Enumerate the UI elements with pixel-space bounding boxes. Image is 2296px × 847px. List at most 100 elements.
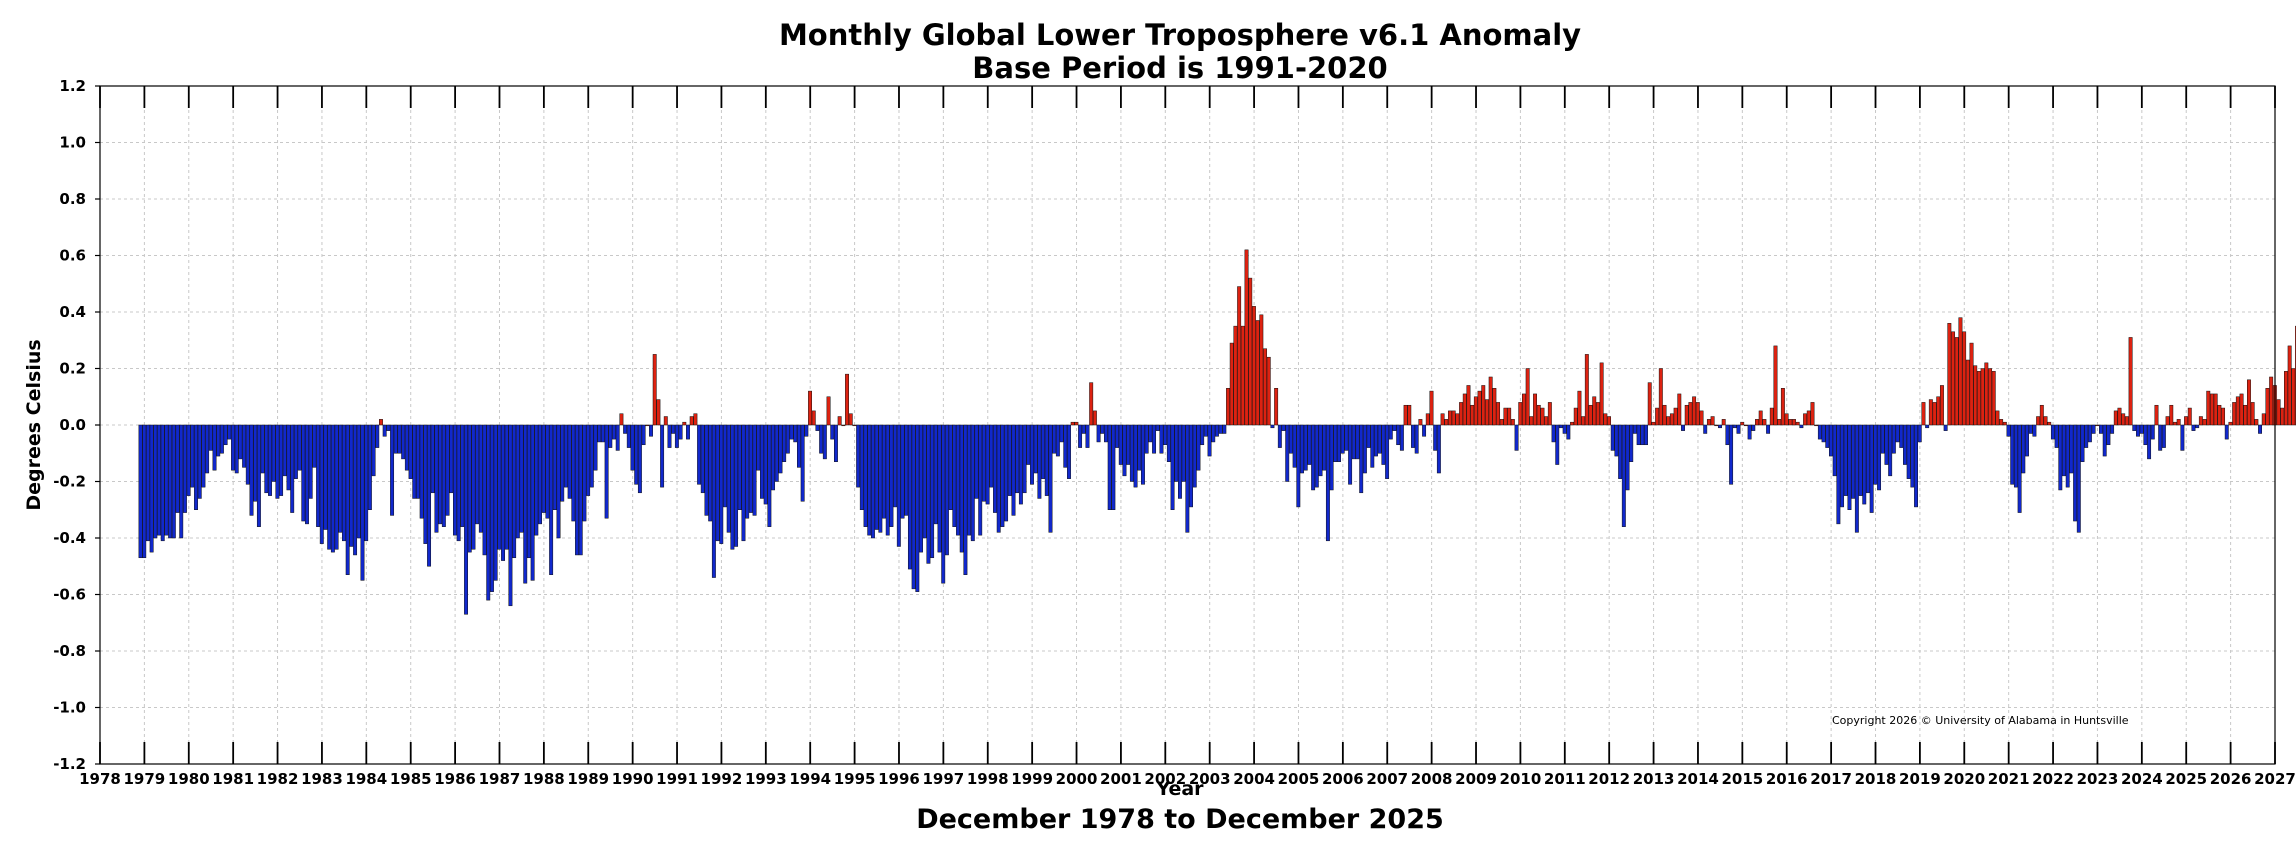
anomaly-bar [464,424,469,615]
anomaly-bar [1311,424,1316,491]
anomaly-bar [430,424,435,494]
anomaly-bar [1344,424,1349,451]
anomaly-bar [734,424,739,547]
anomaly-bar [471,424,476,550]
anomaly-bar [1148,424,1153,443]
anomaly-bar [963,424,968,575]
anomaly-bar [375,424,380,448]
anomaly-bar [2002,421,2007,426]
anomaly-bar [268,424,272,496]
anomaly-bar [867,424,872,536]
anomaly-bar [519,424,524,533]
anomaly-bar [1706,419,1711,426]
anomaly-bar [1414,424,1419,454]
anomaly-bar [1847,424,1852,510]
anomaly-bar [841,424,846,427]
anomaly-bar [1658,368,1663,426]
anomaly-bar [1277,424,1282,448]
anomaly-bar [730,424,735,550]
anomaly-bar [408,424,413,479]
anomaly-bar [1740,421,1745,426]
anomaly-bar [404,424,409,471]
anomaly-bar [1374,424,1378,457]
anomaly-bar [859,424,864,510]
x-tick-label: 2017 [1810,770,1852,788]
anomaly-bar [1651,421,1656,426]
anomaly-bar [390,424,395,516]
anomaly-bar [1481,385,1486,426]
anomaly-bar [645,424,650,427]
anomaly-bar [1984,362,1989,426]
anomaly-bar [245,424,250,485]
anomaly-bar [1396,424,1401,446]
anomaly-bar [822,424,827,460]
anomaly-bar [1529,416,1534,426]
anomaly-bar [530,424,535,581]
anomaly-bar [541,424,546,513]
anomaly-bar [349,424,354,547]
anomaly-bar [449,424,454,494]
x-tick-label: 1987 [479,770,521,788]
anomaly-bar [1592,396,1597,426]
anomaly-bar [1980,368,1985,426]
anomaly-bar [748,424,753,513]
anomaly-bar [989,424,994,488]
anomaly-bar [1662,404,1667,426]
anomaly-bar [1570,421,1574,426]
anomaly-bar [937,424,942,553]
anomaly-bar [1525,368,1530,426]
anomaly-bar [1751,424,1756,431]
anomaly-bar [582,424,587,522]
y-tick-label: 0.6 [59,247,86,265]
anomaly-bar [1322,424,1327,471]
anomaly-bar [1584,354,1589,426]
anomaly-bar [926,424,931,564]
anomaly-bar [227,424,232,440]
anomaly-bar [1030,424,1034,485]
x-tick-label: 2023 [2077,770,2119,788]
anomaly-bar [501,424,505,561]
anomaly-bar [1085,424,1090,448]
anomaly-bar [153,424,158,539]
anomaly-bar [1843,424,1848,496]
anomaly-bar [1351,424,1356,460]
y-tick-label: -0.6 [53,586,86,604]
anomaly-bar [1729,424,1734,485]
anomaly-bar [445,424,450,516]
anomaly-bar [1000,424,1005,527]
anomaly-bar [1200,424,1205,446]
anomaly-bar [952,424,957,527]
anomaly-bar [2176,419,2181,426]
anomaly-bar [482,424,487,556]
x-tick-label: 2022 [2032,770,2074,788]
anomaly-bar [1248,277,1253,426]
anomaly-bar [837,416,842,426]
x-tick-label: 1984 [345,770,387,788]
anomaly-bar [615,424,620,451]
x-tick-label: 1994 [789,770,831,788]
anomaly-bar [2247,379,2251,426]
anomaly-bar [715,424,720,542]
y-tick-label: -0.4 [53,529,86,547]
anomaly-bar [2228,421,2233,426]
anomaly-bar [197,424,202,499]
anomaly-bar [293,424,298,479]
anomaly-bar [1910,424,1915,488]
anomaly-bar [2136,424,2140,437]
anomaly-bar [1666,416,1671,426]
anomaly-bar [2147,424,2152,460]
anomaly-bar [1440,413,1445,426]
anomaly-bar [804,424,809,437]
anomaly-bar [1769,407,1774,426]
anomaly-bar [1026,424,1031,465]
anomaly-bar [2065,424,2070,488]
anomaly-bar [1721,419,1726,426]
anomaly-bar [1081,424,1086,434]
anomaly-bar [2269,376,2274,426]
anomaly-bar [1141,424,1145,485]
anomaly-bar [2254,419,2259,426]
x-tick-label: 1981 [212,770,254,788]
anomaly-bar [1418,419,1423,426]
anomaly-bar [1074,421,1079,426]
anomaly-bar [1518,402,1523,426]
